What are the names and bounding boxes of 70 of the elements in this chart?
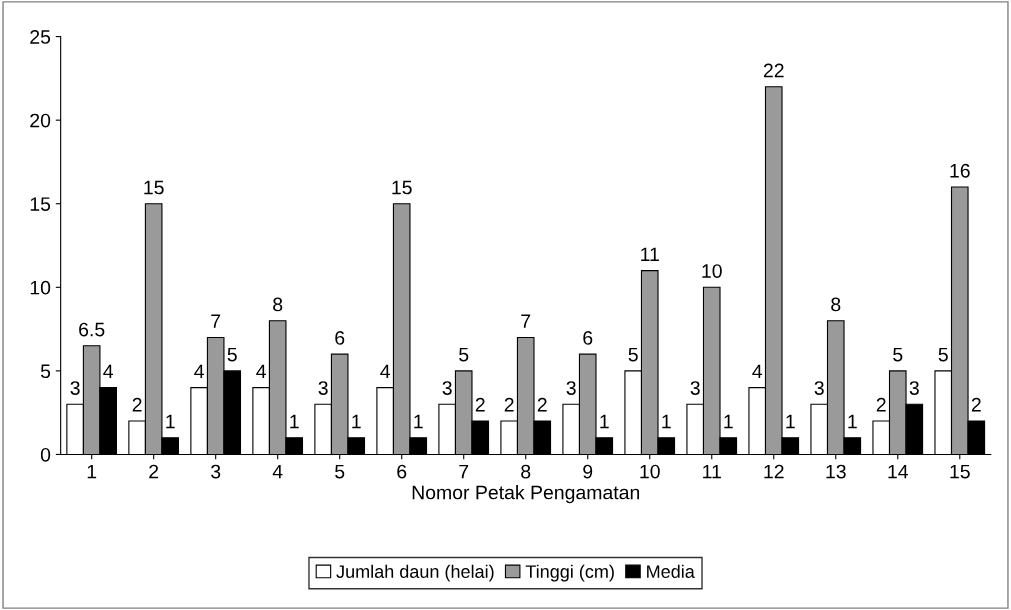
data-label: 8	[273, 297, 283, 312]
data-label: 1	[662, 414, 671, 429]
data-label: 4	[380, 364, 391, 378]
data-label: 1	[600, 414, 609, 429]
data-label: 1	[724, 414, 733, 429]
data-label: 2	[475, 397, 485, 412]
data-label: 5	[459, 347, 469, 362]
y-tick-label: 25	[30, 30, 51, 44]
data-label: 6	[335, 331, 345, 345]
x-tick-label: 13	[826, 464, 846, 479]
x-tick-label: 10	[640, 464, 660, 479]
y-tick-label: 0	[40, 447, 51, 462]
x-tick-label: 5	[335, 464, 345, 479]
x-tick-label: 8	[521, 464, 531, 479]
data-label: 6	[583, 331, 593, 345]
data-label: 11	[641, 247, 659, 262]
data-label: 8	[831, 297, 841, 312]
data-label: 1	[786, 414, 795, 429]
y-tick-label: 10	[30, 280, 51, 295]
y-tick-label: 5	[40, 364, 51, 379]
data-label: 6.5	[79, 322, 105, 337]
data-label: 2	[876, 397, 886, 412]
data-label: 1	[848, 414, 857, 429]
y-tick-label: 15	[30, 197, 51, 211]
x-tick-label: 14	[888, 464, 909, 479]
data-label: 3	[70, 381, 80, 395]
data-label: 3	[814, 381, 824, 395]
data-label: 10	[702, 264, 722, 278]
data-label: 5	[227, 347, 237, 362]
data-label: 16	[950, 163, 970, 178]
data-label: 1	[290, 414, 299, 429]
data-label: 3	[909, 381, 919, 395]
legend-label: Jumlah daun (helai)	[336, 564, 494, 582]
legend-label: Tinggi (cm)	[525, 564, 614, 582]
x-tick-label: 9	[583, 464, 593, 479]
data-label: 3	[566, 381, 576, 395]
x-tick-label: 15	[950, 464, 970, 479]
data-label: 5	[628, 347, 638, 362]
x-tick-label: 11	[703, 464, 721, 479]
x-tick-label: 4	[272, 464, 283, 479]
x-tick-label: 1	[87, 464, 97, 479]
data-label: 5	[938, 347, 948, 362]
data-label: 1	[352, 414, 361, 429]
data-label: 2	[504, 397, 514, 412]
x-tick-label: 7	[459, 464, 469, 479]
data-label: 3	[442, 381, 452, 395]
data-label: 4	[256, 364, 266, 378]
data-label: 2	[971, 397, 981, 412]
data-label: 4	[752, 364, 763, 378]
data-label: 4	[194, 364, 204, 378]
x-tick-label: 2	[149, 464, 159, 479]
data-label: 15	[392, 180, 412, 195]
legend-label: Media	[647, 564, 695, 578]
data-label: 22	[763, 63, 784, 78]
data-label: 7	[521, 314, 531, 328]
x-axis-title: Nomor Petak Pengamatan	[412, 485, 640, 504]
data-label: 2	[132, 397, 142, 412]
data-label: 5	[893, 347, 903, 362]
data-label: 7	[211, 314, 221, 328]
data-label: 1	[166, 414, 175, 429]
data-label: 2	[537, 397, 547, 412]
x-tick-label: 3	[211, 464, 221, 479]
x-tick-label: 12	[764, 464, 784, 479]
x-tick-label: 6	[397, 464, 407, 479]
data-label: 3	[318, 381, 328, 395]
data-label: 15	[144, 180, 164, 195]
y-tick-label: 20	[30, 113, 51, 128]
data-label: 4	[103, 364, 114, 378]
data-label: 3	[690, 381, 700, 395]
data-label: 1	[414, 414, 423, 429]
